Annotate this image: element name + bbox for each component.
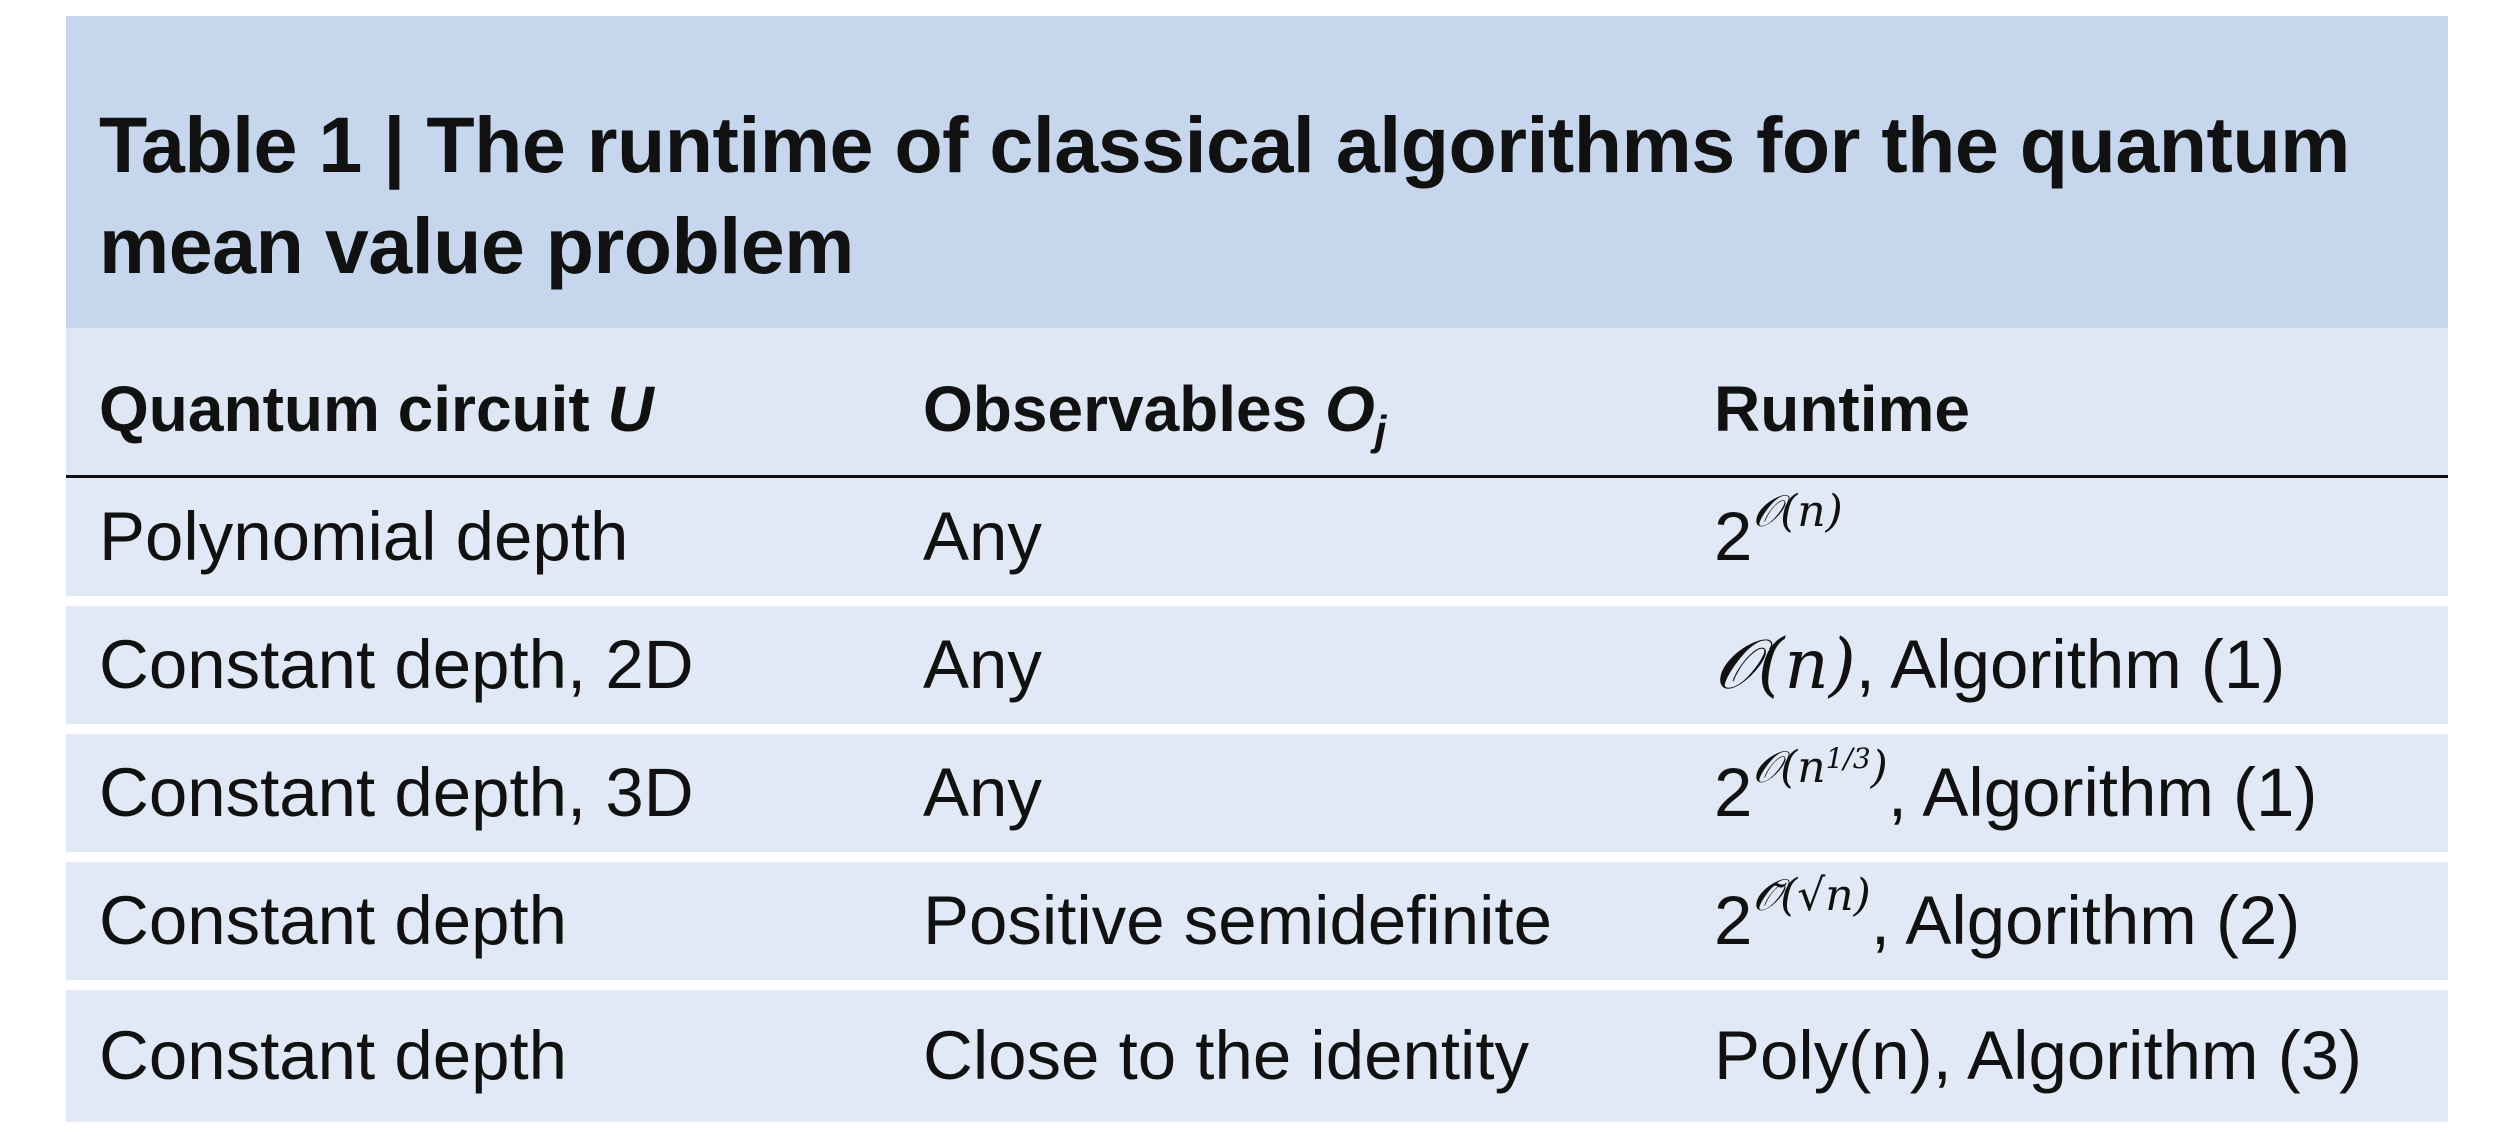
runtime-base: 2: [1714, 882, 1753, 959]
cell-circuit: Constant depth: [99, 1017, 568, 1094]
cell-observables: Any: [923, 498, 1042, 575]
table-row: Constant depth Positive semidefinite 2𝒪̃…: [66, 862, 2448, 980]
runtime-exponent-inner: 1/3: [1825, 742, 1871, 775]
runtime-main: Poly(n): [1714, 1017, 1933, 1094]
header-circuit-label: Quantum circuit: [99, 373, 590, 445]
runtime-main: 𝒪(n): [1714, 625, 1856, 705]
table-header-row: Quantum circuit U Observables Oj Runtime: [66, 328, 2448, 476]
cell-circuit: Polynomial depth: [99, 498, 629, 575]
header-observables-var: O: [1325, 373, 1375, 445]
runtime-exponent-close: ): [1870, 742, 1888, 793]
table-row: Polynomial depth Any 2𝒪(n): [66, 478, 2448, 596]
cell-circuit: Constant depth, 2D: [99, 626, 694, 703]
runtime-exponent: 𝒪̃(√n): [1752, 870, 1871, 921]
header-runtime: Runtime: [1714, 373, 1970, 445]
table-row: Constant depth Close to the identity Pol…: [66, 990, 2448, 1122]
cell-observables: Positive semidefinite: [923, 882, 1552, 959]
cell-observables: Close to the identity: [923, 1017, 1530, 1094]
table-title-band: Table 1 | The runtime of classical algor…: [66, 16, 2448, 328]
table: Table 1 | The runtime of classical algor…: [66, 16, 2448, 1122]
runtime-suffix: , Algorithm (1): [1887, 754, 2318, 831]
runtime-suffix: , Algorithm (2): [1870, 882, 2301, 959]
table-title: Table 1 | The runtime of classical algor…: [99, 100, 2350, 290]
header-observables: Observables Oj: [923, 372, 1386, 455]
header-circuit-var: U: [607, 373, 654, 445]
runtime-base: 2: [1714, 754, 1753, 831]
cell-circuit: Constant depth, 3D: [99, 754, 694, 831]
table-row: Constant depth, 3D Any 2𝒪(n1/3), Algorit…: [66, 734, 2448, 852]
cell-runtime: 2𝒪̃(√n), Algorithm (2): [1714, 862, 2300, 980]
cell-circuit: Constant depth: [99, 882, 568, 959]
cell-runtime: 2𝒪(n): [1714, 478, 1843, 596]
cell-runtime: Poly(n), Algorithm (3): [1714, 997, 2362, 1115]
runtime-suffix: , Algorithm (1): [1855, 626, 2286, 703]
header-observables-sub: j: [1374, 407, 1387, 454]
runtime-base: 2: [1714, 498, 1753, 575]
table-row: Constant depth, 2D Any 𝒪(n), Algorithm (…: [66, 606, 2448, 724]
runtime-exponent: 𝒪(n1/3): [1752, 742, 1887, 793]
runtime-exponent-main: 𝒪(n: [1752, 742, 1826, 793]
header-observables-label: Observables: [923, 373, 1308, 445]
cell-runtime: 2𝒪(n1/3), Algorithm (1): [1714, 734, 2317, 852]
runtime-suffix: , Algorithm (3): [1932, 1017, 2363, 1094]
header-quantum-circuit: Quantum circuit U: [99, 372, 654, 446]
cell-observables: Any: [923, 754, 1042, 831]
header-rule: [66, 475, 2448, 478]
runtime-exponent: 𝒪(n): [1752, 486, 1843, 537]
cell-observables: Any: [923, 626, 1042, 703]
cell-runtime: 𝒪(n), Algorithm (1): [1714, 606, 2285, 724]
